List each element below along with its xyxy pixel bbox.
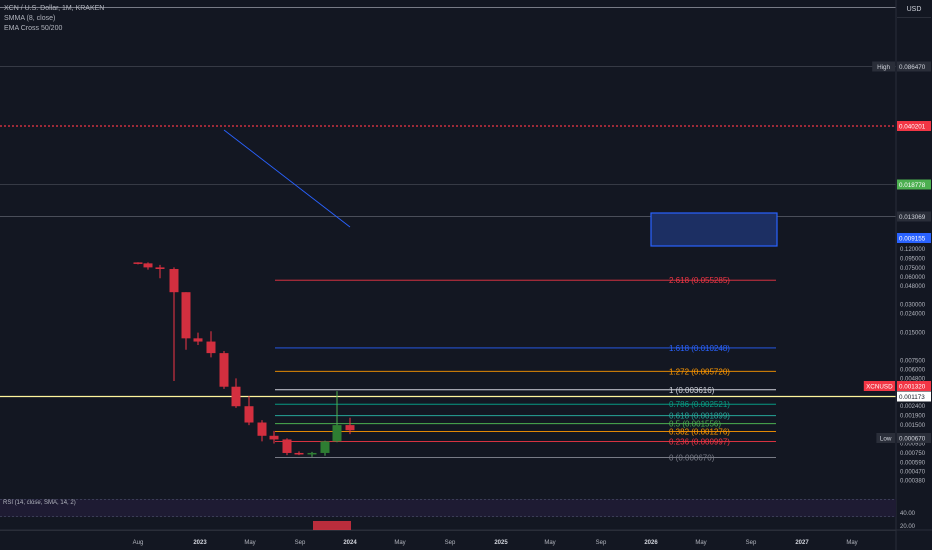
candle-body-16 — [332, 425, 342, 442]
time-tick-6: Sep — [445, 540, 456, 546]
price-label-value-7: 0.000670 — [899, 436, 926, 443]
time-tick-4: 2024 — [343, 540, 357, 546]
price-label-value-6: 0.001173 — [899, 394, 925, 401]
rsi-highlight — [313, 521, 351, 530]
time-tick-8: May — [544, 540, 555, 546]
price-label-tag-box-0 — [872, 61, 895, 72]
candle-body-12 — [282, 439, 292, 453]
time-tick-3: Sep — [295, 540, 306, 546]
price-tick-17: 0.000950 — [900, 441, 926, 447]
fib-label-3: 1 (0.003616) — [669, 386, 715, 395]
price-tick-9: 0.007500 — [900, 358, 926, 364]
fib-highlight-box[interactable] — [650, 212, 778, 247]
time-tick-12: Sep — [746, 540, 757, 546]
candle-body-0 — [133, 262, 143, 264]
fib-label-8: 0.236 (0.000997) — [669, 438, 730, 447]
price-tick-18: 0.000750 — [900, 451, 926, 457]
price-label-box-2 — [897, 179, 931, 190]
price-label-value-2: 0.018778 — [899, 182, 926, 189]
price-label-box-4 — [897, 233, 931, 243]
price-tick-8: 0.015000 — [900, 331, 926, 337]
price-tick-21: 0.000380 — [900, 478, 926, 484]
candle-body-15 — [320, 441, 330, 453]
price-label-tag-0: High — [877, 64, 890, 71]
candle-body-4 — [181, 292, 191, 339]
price-labels: 0.086470 High 0.040201 0.018778 0.013069 0.00… — [863, 61, 931, 443]
time-tick-7: 2025 — [494, 540, 508, 546]
price-tick-2: 0.095000 — [900, 256, 926, 262]
price-label-box-3 — [897, 211, 931, 222]
fib-label-0: 2.618 (0.055285) — [669, 276, 730, 285]
price-tick-11: 0.004800 — [900, 376, 926, 382]
indicator-ema-cross[interactable]: EMA Cross 50/200 — [4, 25, 63, 32]
candle-body-8 — [231, 386, 241, 407]
price-tick-16: 0.001500 — [900, 423, 926, 429]
fib-label-4: 0.786 (0.002521) — [669, 400, 730, 409]
price-label-value-5: 0.001320 — [899, 384, 926, 391]
candles — [133, 262, 355, 457]
candle-body-9 — [244, 406, 254, 423]
symbol-title[interactable]: XCN / U.S. Dollar, 1M, KRAKEN — [4, 5, 105, 12]
candle-body-17 — [345, 425, 355, 431]
price-tick-1: 0.120000 — [900, 247, 926, 253]
price-tick-6: 0.030000 — [900, 303, 926, 309]
price-label-box-7 — [897, 433, 931, 443]
price-label-box-5 — [897, 381, 931, 391]
price-tick-7: 0.024000 — [900, 312, 926, 318]
indicator-smma[interactable]: SMMA (8, close) — [4, 15, 56, 22]
price-label-tag-box-5 — [863, 381, 895, 391]
candle-body-3 — [169, 269, 179, 293]
time-tick-11: May — [695, 540, 706, 546]
price-label-value-4: 0.009155 — [899, 236, 926, 243]
price-label-value-3: 0.013069 — [899, 214, 926, 221]
price-label-tag-5: XCNUSD — [866, 384, 893, 391]
time-axis[interactable]: Aug 2023 May Sep 2024 May Sep 2025 May Sep 2026 May… — [133, 540, 858, 546]
price-label-tag-box-7 — [876, 433, 895, 443]
fib-label-6: 0.5 (0.001556) — [669, 420, 721, 429]
time-tick-13: 2027 — [795, 540, 809, 546]
candle-body-6 — [206, 341, 216, 354]
candle-body-13 — [294, 452, 304, 455]
price-tick-4: 0.060000 — [900, 275, 926, 281]
price-tick-3: 0.075000 — [900, 266, 926, 272]
rsi-tick-40: 40.00 — [900, 511, 916, 517]
candle-body-10 — [257, 422, 267, 436]
price-tick-10: 0.006000 — [900, 367, 926, 373]
price-label-box-0 — [897, 61, 931, 72]
price-tick-19: 0.000590 — [900, 461, 926, 467]
candle-body-11 — [269, 435, 279, 440]
candle-body-5 — [193, 338, 203, 342]
chart-legend: XCN / U.S. Dollar, 1M, KRAKEN SMMA (8, c… — [4, 4, 104, 34]
price-tick-5: 0.048000 — [900, 284, 926, 290]
price-tick-15: 0.001900 — [900, 414, 926, 420]
rsi-indicator-label[interactable]: RSI (14, close, SMA, 14, 2) — [3, 500, 76, 506]
fib-label-2: 1.272 (0.005720) — [669, 367, 730, 376]
fib-label-5: 0.618 (0.001899) — [669, 412, 730, 421]
candle-body-1 — [143, 263, 153, 268]
price-tick-14: 0.002400 — [900, 404, 926, 410]
candle-body-14 — [307, 452, 317, 455]
rsi-tick-20: 20.00 — [900, 524, 916, 530]
time-tick-5: May — [394, 540, 405, 546]
time-tick-2: May — [244, 540, 255, 546]
price-label-value-1: 0.040201 — [899, 124, 926, 131]
candle-body-2 — [155, 267, 165, 270]
time-tick-14: May — [846, 540, 857, 546]
price-label-value-0: 0.086470 — [899, 64, 926, 71]
fibonacci-extension[interactable]: 2.618 (0.055285) 1.618 (0.010248) 1.272 (0… — [275, 276, 776, 462]
price-tick-20: 0.000470 — [900, 470, 926, 476]
time-tick-9: Sep — [596, 540, 607, 546]
fib-label-1: 1.618 (0.010248) — [669, 344, 730, 353]
fib-label-9: 0 (0.000670) — [669, 453, 715, 462]
candle-body-7 — [219, 353, 229, 387]
time-tick-10: 2026 — [644, 540, 658, 546]
currency-label[interactable]: USD — [897, 3, 931, 18]
price-label-tag-7: Low — [880, 436, 892, 443]
time-tick-0: Aug — [133, 540, 144, 546]
price-label-box-6 — [897, 391, 931, 402]
fib-label-7: 0.382 (0.001276) — [669, 428, 730, 437]
time-tick-1: 2023 — [193, 540, 207, 546]
price-label-box-1 — [897, 121, 931, 131]
